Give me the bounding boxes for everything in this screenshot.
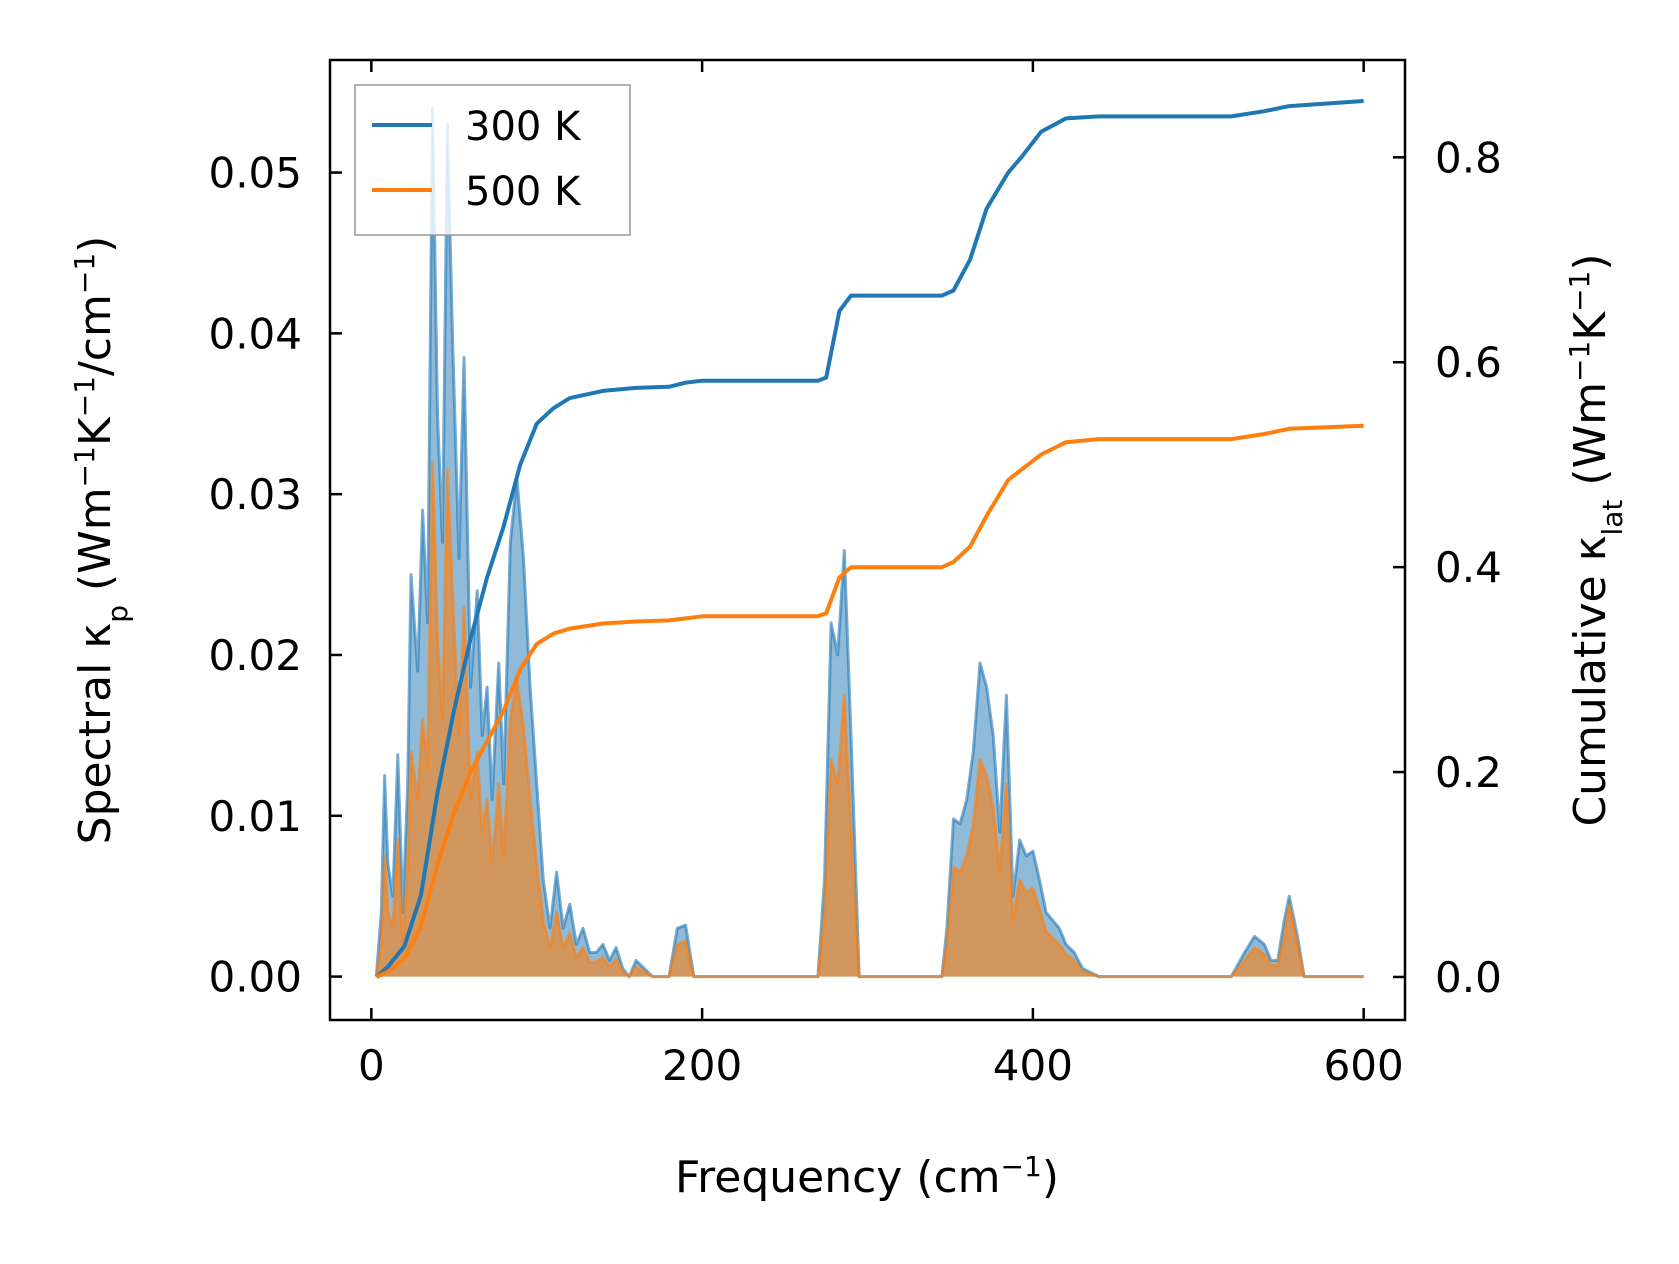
y-right-tick-label-1: 0.2 [1435,748,1502,797]
y-left-tick-label-5: 0.05 [208,149,302,198]
y-left-tick-label-4: 0.04 [208,309,302,358]
plot-frame [328,58,1407,1022]
y-axis-label-right: Cumulative κlat (Wm−1K−1) [1563,253,1629,826]
y-left-tick-label-0: 0.00 [208,953,302,1002]
y-left-tick-label-1: 0.01 [208,792,302,841]
y-axis-label-left: Spectral κp (Wm−1K−1/cm−1) [68,236,134,845]
x-tick-label-0: 0 [358,1041,385,1090]
cumulative-line-300k [374,99,1364,979]
spectral-line-500k [374,460,1364,979]
legend-label-300k: 300 K [465,104,582,150]
x-tick-label-200: 200 [662,1041,742,1090]
x-tick-label-600: 600 [1324,1041,1404,1090]
cumulative-line-500k [375,423,1364,979]
legend-label-500k: 500 K [465,169,582,215]
y-left-tick-label-2: 0.02 [208,631,302,680]
x-tick-label-400: 400 [993,1041,1073,1090]
y-left-tick-label-3: 0.03 [208,470,302,519]
y-right-tick-label-3: 0.6 [1435,338,1502,387]
series-layer [374,99,1364,979]
y-right-tick-label-2: 0.4 [1435,543,1502,592]
y-right-tick-label-4: 0.8 [1435,133,1502,182]
legend-box [354,84,631,236]
legend: 300 K 500 K [354,84,631,236]
x-axis-label: Frequency (cm−1) [675,1150,1059,1204]
spectral-area-500k [376,462,1364,977]
y-right-tick-label-0: 0.0 [1435,953,1502,1002]
ticks-layer: 0 200 400 600 0.00 0.01 0.02 0.03 0.04 0.05 0.0 0.2… [208,60,1502,1090]
